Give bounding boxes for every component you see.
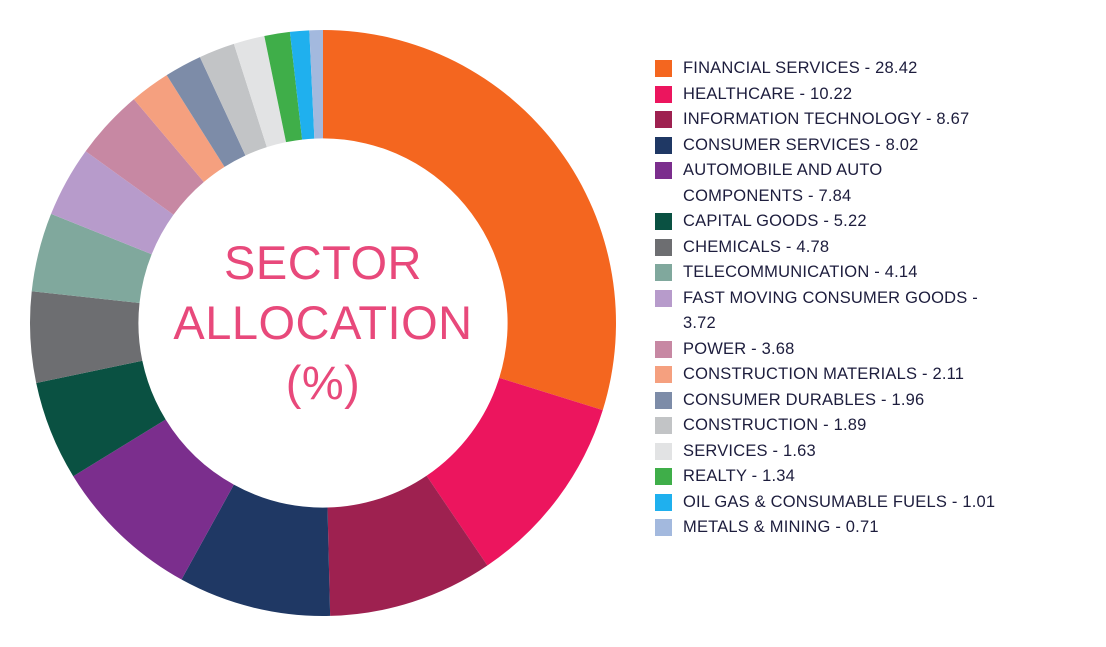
legend-item-information-technology: INFORMATION TECHNOLOGY - 8.67 <box>655 107 1085 133</box>
legend-swatch-power <box>655 340 672 358</box>
legend-item-financial-services: FINANCIAL SERVICES - 28.42 <box>655 56 1085 82</box>
legend-label-fast-moving-consumer-goods: FAST MOVING CONSUMER GOODS - 3.72 <box>683 288 978 333</box>
legend-swatch-financial-services <box>655 60 672 77</box>
legend-label-financial-services: FINANCIAL SERVICES - 28.42 <box>683 59 918 77</box>
legend-swatch-automobile-and-auto-components <box>655 162 672 179</box>
legend-label-consumer-services: CONSUMER SERVICES - 8.02 <box>683 135 919 154</box>
legend-label-healthcare: HEALTHCARE - 10.22 <box>683 84 853 103</box>
legend-label-services: SERVICES - 1.63 <box>683 441 816 460</box>
legend-swatch-consumer-services <box>655 136 672 154</box>
donut-slice-services <box>233 35 287 148</box>
legend-label-oil-gas-consumable-fuels: OIL GAS & CONSUMABLE FUELS - 1.01 <box>683 492 996 511</box>
legend-item-automobile-and-auto-components: AUTOMOBILE AND AUTO COMPONENTS - 7.84 <box>655 158 1085 209</box>
donut-svg <box>30 30 616 616</box>
legend-item-healthcare: HEALTHCARE - 10.22 <box>655 82 1085 108</box>
legend-swatch-oil-gas-consumable-fuels <box>655 493 672 511</box>
legend-label-automobile-and-auto-components: AUTOMOBILE AND AUTO COMPONENTS - 7.84 <box>683 161 883 205</box>
chart-legend: FINANCIAL SERVICES - 28.42 HEALTHCARE - 1… <box>655 56 1085 541</box>
legend-label-metals-mining: METALS & MINING - 0.71 <box>683 518 879 536</box>
donut-slice-construction-materials <box>133 75 225 183</box>
donut-slice-financial-services <box>323 30 616 411</box>
donut-slice-power <box>85 99 204 215</box>
legend-item-chemicals: CHEMICALS - 4.78 <box>655 235 1085 261</box>
donut-slice-consumer-services <box>181 484 331 616</box>
legend-swatch-consumer-durables <box>655 391 672 409</box>
legend-label-construction: CONSTRUCTION - 1.89 <box>683 416 867 434</box>
legend-label-chemicals: CHEMICALS - 4.78 <box>683 237 830 256</box>
legend-label-information-technology: INFORMATION TECHNOLOGY - 8.67 <box>683 110 970 128</box>
donut-slice-telecommunication <box>31 213 152 303</box>
legend-item-realty: REALTY - 1.34 <box>655 464 1085 490</box>
donut-slice-information-technology <box>327 475 488 616</box>
donut-slice-oil-gas-consumable-fuels <box>289 30 315 140</box>
legend-swatch-telecommunication <box>655 264 672 281</box>
legend-swatch-construction-materials <box>655 366 672 383</box>
donut-slice-realty <box>264 31 303 143</box>
donut-slice-consumer-durables <box>166 57 246 167</box>
legend-item-metals-mining: METALS & MINING - 0.71 <box>655 515 1085 541</box>
legend-label-realty: REALTY - 1.34 <box>683 467 796 485</box>
legend-item-consumer-durables: CONSUMER DURABLES - 1.96 <box>655 388 1085 414</box>
legend-item-telecommunication: TELECOMMUNICATION - 4.14 <box>655 260 1085 286</box>
donut-slice-healthcare <box>426 377 603 566</box>
donut-slice-automobile-and-auto-components <box>73 419 234 580</box>
donut-slice-construction <box>199 43 267 156</box>
donut-slice-chemicals <box>30 291 143 383</box>
legend-item-fast-moving-consumer-goods: FAST MOVING CONSUMER GOODS - 3.72 <box>655 286 1085 337</box>
legend-swatch-services <box>655 442 672 460</box>
donut-slice-fast-moving-consumer-goods <box>51 151 174 255</box>
donut-slice-capital-goods <box>36 360 166 477</box>
legend-label-telecommunication: TELECOMMUNICATION - 4.14 <box>683 263 918 281</box>
donut-chart <box>28 28 618 618</box>
legend-item-consumer-services: CONSUMER SERVICES - 8.02 <box>655 133 1085 159</box>
legend-swatch-fast-moving-consumer-goods <box>655 289 672 307</box>
legend-swatch-metals-mining <box>655 519 672 536</box>
legend-swatch-chemicals <box>655 238 672 256</box>
legend-swatch-healthcare <box>655 85 672 103</box>
legend-item-services: SERVICES - 1.63 <box>655 439 1085 465</box>
donut-slice-metals-mining <box>309 30 323 139</box>
legend-label-consumer-durables: CONSUMER DURABLES - 1.96 <box>683 390 925 409</box>
legend-label-capital-goods: CAPITAL GOODS - 5.22 <box>683 212 867 230</box>
legend-item-construction-materials: CONSTRUCTION MATERIALS - 2.11 <box>655 362 1085 388</box>
legend-item-power: POWER - 3.68 <box>655 337 1085 363</box>
legend-swatch-information-technology <box>655 111 672 128</box>
legend-swatch-realty <box>655 468 672 485</box>
legend-label-construction-materials: CONSTRUCTION MATERIALS - 2.11 <box>683 365 965 383</box>
legend-swatch-construction <box>655 417 672 434</box>
legend-item-capital-goods: CAPITAL GOODS - 5.22 <box>655 209 1085 235</box>
legend-item-oil-gas-consumable-fuels: OIL GAS & CONSUMABLE FUELS - 1.01 <box>655 490 1085 516</box>
legend-swatch-capital-goods <box>655 213 672 230</box>
legend-label-power: POWER - 3.68 <box>683 339 795 358</box>
legend-item-construction: CONSTRUCTION - 1.89 <box>655 413 1085 439</box>
